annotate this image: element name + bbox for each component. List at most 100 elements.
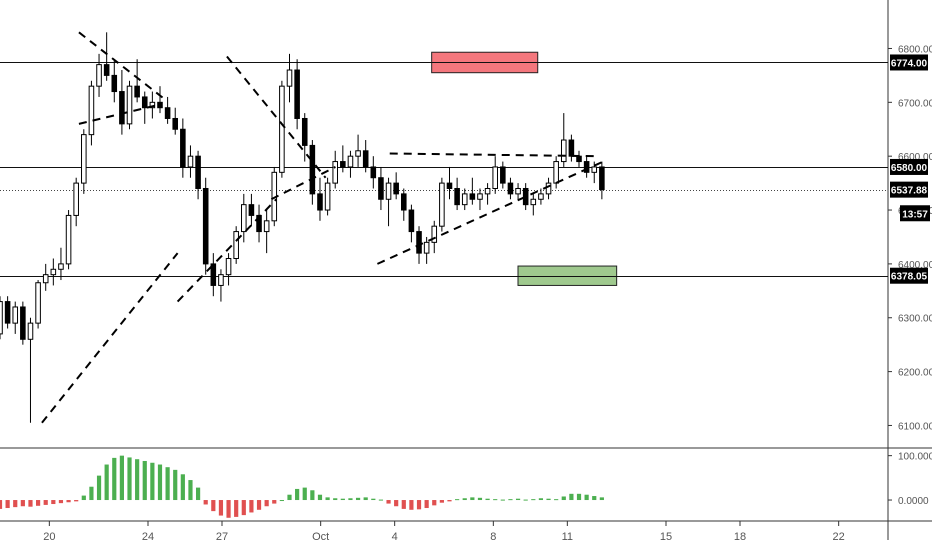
candle[interactable] xyxy=(96,53,102,97)
candle[interactable] xyxy=(180,118,186,178)
candle[interactable] xyxy=(393,172,399,200)
candle[interactable] xyxy=(286,53,293,103)
candle-body xyxy=(27,322,34,340)
oscillator-bar xyxy=(142,460,147,501)
oscillator-bar xyxy=(493,499,498,501)
candle[interactable] xyxy=(141,91,148,124)
candle[interactable] xyxy=(88,80,95,146)
candle[interactable] xyxy=(446,166,453,200)
oscillator-bar xyxy=(96,475,102,501)
candle[interactable] xyxy=(263,210,270,254)
candle[interactable] xyxy=(35,280,41,329)
candle[interactable] xyxy=(538,188,544,205)
candle[interactable] xyxy=(195,150,201,200)
candles-layer[interactable] xyxy=(0,32,605,423)
candle[interactable] xyxy=(111,59,118,103)
price-axis[interactable]: 6100.006200.006300.006400.006500.006600.… xyxy=(888,44,932,432)
oscillator-bar xyxy=(409,500,414,510)
candle[interactable] xyxy=(469,177,476,205)
candle[interactable] xyxy=(461,188,468,211)
trendlines-layer[interactable] xyxy=(41,31,608,424)
candle[interactable] xyxy=(484,183,491,205)
candle[interactable] xyxy=(530,193,537,216)
candle[interactable] xyxy=(256,204,262,243)
candle[interactable] xyxy=(134,59,140,103)
candle[interactable] xyxy=(103,32,110,81)
candle[interactable] xyxy=(370,156,377,189)
candle[interactable] xyxy=(210,253,217,297)
candle[interactable] xyxy=(332,150,339,189)
candle[interactable] xyxy=(492,156,498,194)
candle[interactable] xyxy=(507,177,514,200)
candle[interactable] xyxy=(27,317,34,423)
trendline[interactable] xyxy=(41,252,179,424)
candle[interactable] xyxy=(248,193,255,227)
candle[interactable] xyxy=(515,183,521,200)
candle[interactable] xyxy=(378,166,384,211)
oscillator-bar xyxy=(363,497,368,501)
price-tick-label: 6100.00 xyxy=(898,421,932,432)
candle[interactable] xyxy=(202,177,209,275)
oscillator-bar xyxy=(180,474,185,501)
candle[interactable] xyxy=(324,177,331,216)
candle[interactable] xyxy=(73,177,79,227)
candle-body xyxy=(385,182,392,200)
candle[interactable] xyxy=(522,183,529,211)
candle[interactable] xyxy=(355,134,361,167)
candle[interactable] xyxy=(157,86,163,114)
candle[interactable] xyxy=(241,193,247,243)
candle[interactable] xyxy=(340,145,346,173)
candle[interactable] xyxy=(362,140,369,173)
candle[interactable] xyxy=(81,129,87,194)
candle[interactable] xyxy=(439,177,445,232)
candle[interactable] xyxy=(164,96,171,124)
candle[interactable] xyxy=(583,156,590,178)
candle[interactable] xyxy=(187,145,194,178)
candle[interactable] xyxy=(599,161,605,200)
candle[interactable] xyxy=(553,156,559,189)
candle[interactable] xyxy=(545,177,552,200)
time-axis[interactable]: 20 24 27 Oct 4 8 11 15 18 22 xyxy=(43,521,845,543)
candle[interactable] xyxy=(42,263,49,291)
candle[interactable] xyxy=(454,177,460,211)
oscillator-bar xyxy=(241,500,246,516)
candle[interactable] xyxy=(576,150,582,167)
price-tick-label: 6700.00 xyxy=(898,98,932,109)
candle[interactable] xyxy=(12,301,19,334)
candle[interactable] xyxy=(385,177,392,227)
candle[interactable] xyxy=(218,269,224,302)
trendline[interactable] xyxy=(78,31,166,101)
candle[interactable] xyxy=(400,188,407,221)
trendline[interactable] xyxy=(270,166,336,201)
candle[interactable] xyxy=(431,220,438,254)
candle[interactable] xyxy=(50,258,57,286)
candle[interactable] xyxy=(423,236,430,264)
candle[interactable] xyxy=(317,177,323,221)
trendline[interactable] xyxy=(226,55,327,179)
candle[interactable] xyxy=(126,80,133,130)
candle[interactable] xyxy=(149,91,156,119)
candle[interactable] xyxy=(0,296,3,340)
candle[interactable] xyxy=(65,210,72,270)
candle[interactable] xyxy=(233,226,239,264)
candle[interactable] xyxy=(500,161,506,189)
trendline[interactable] xyxy=(389,152,597,158)
candle[interactable] xyxy=(294,59,300,130)
candle[interactable] xyxy=(4,296,11,329)
candle[interactable] xyxy=(20,301,26,345)
trendline[interactable] xyxy=(176,198,277,303)
candle[interactable] xyxy=(477,188,483,211)
time-tick-label: 22 xyxy=(833,531,845,543)
candle[interactable] xyxy=(408,204,415,243)
candle[interactable] xyxy=(58,247,64,281)
candle[interactable] xyxy=(172,107,179,135)
candle[interactable] xyxy=(301,113,308,162)
candle[interactable] xyxy=(568,134,575,162)
candle[interactable] xyxy=(347,150,354,178)
candle[interactable] xyxy=(309,140,316,205)
candle[interactable] xyxy=(560,113,567,167)
candle[interactable] xyxy=(119,70,125,135)
candle[interactable] xyxy=(279,80,285,178)
candle[interactable] xyxy=(225,253,232,286)
